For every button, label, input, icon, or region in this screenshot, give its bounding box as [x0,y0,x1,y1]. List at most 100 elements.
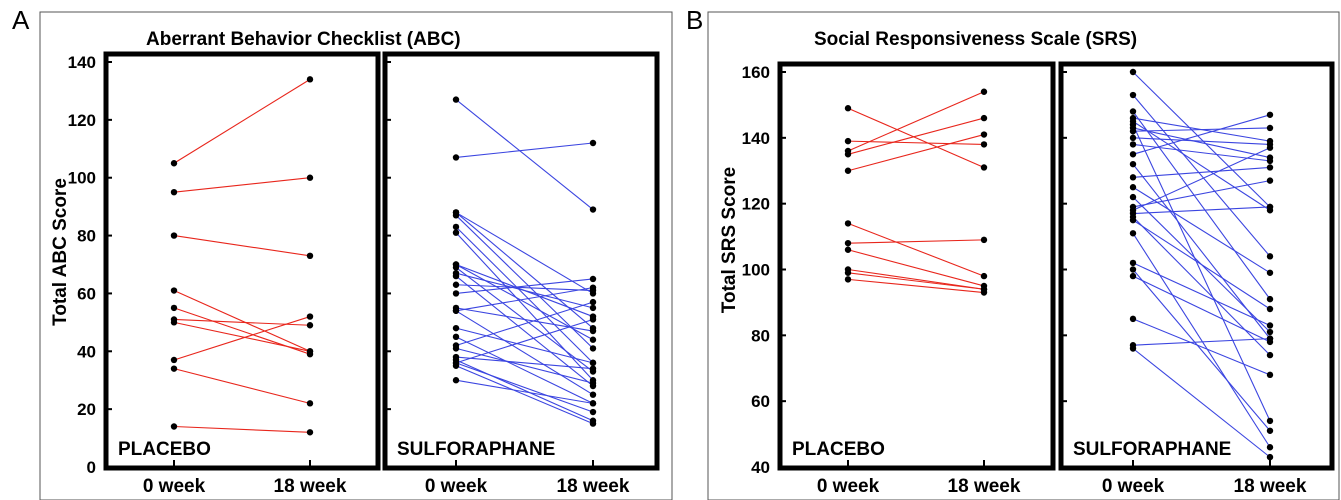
chart-a-group-1-point-start-12 [452,281,460,288]
chart-a-group-1-point-end-1 [589,139,597,147]
chart-b-group-1-point-end-10 [1266,111,1274,118]
chart-a-group-0-point-start-4 [170,304,178,312]
chart-a-title: Aberrant Behavior Checklist (ABC) [146,29,461,50]
chart-b-group-1-point-start-13 [1129,184,1137,191]
chart-b-group-1-line-15 [1132,180,1271,208]
chart-a-group-1-point-start-6 [452,229,460,236]
chart-a-group-1-line-19 [455,301,594,347]
chart-a-ylabel: Total ABC Score [50,178,71,326]
chart-a-group-1-line-18 [455,336,594,404]
chart-a-group-1-line-11 [455,275,594,387]
chart-a-group-0-point-end-9 [306,429,314,436]
chart-b-group-0-xlabel-0: 0 week [817,476,880,497]
chart-b-group-1-point-end-25 [1266,335,1274,342]
chart-b-ylabel: Total SRS Score [719,167,740,313]
chart-a-group-0-xlabel-0: 0 week [143,476,206,497]
panel-a: A Aberrant Behavior Checklist (ABC) Tota… [12,5,673,500]
chart-b-group-1-line-19 [1132,219,1271,310]
chart-a-ytick-label-7: 140 [68,53,96,72]
chart-b-group-0-point-end-0 [980,164,988,171]
chart-b-group-1-point-start-22 [1129,266,1137,273]
chart-a-group-1-point-end-10 [589,304,597,312]
chart-a-group-1-point-start-0 [452,96,460,103]
chart-b-group-0-point-start-7 [844,246,852,253]
chart-b-group-0-point-start-4 [844,167,852,174]
chart-a-group-0-point-end-6 [306,348,314,355]
chart-a-group-0-line-1 [173,177,311,193]
chart-a-ytick-label-2: 40 [77,342,96,361]
chart-b-group-1-point-start-12 [1129,174,1137,181]
chart-b-group-1-point-start-14 [1129,193,1137,201]
chart-a-group-0-point-start-8 [170,365,178,372]
chart-a-group-1-line-2 [455,211,594,294]
chart-a-group-1-line-17 [455,327,594,364]
chart-a-ytick-label-4: 80 [77,227,96,246]
chart-a-group-1-line-26 [455,379,594,404]
chart-b-group-1-line-18 [1132,216,1271,356]
chart-a-group-1-line-16 [455,310,594,396]
chart-a-group-0-point-end-8 [306,400,314,407]
chart-a-group-1-line-20 [455,347,594,384]
chart-b-group-1-frame [1058,61,1335,471]
chart-b-group-0-point-end-6 [980,236,988,244]
chart-a-group-1-line-15 [455,287,594,312]
chart-a-ytick-label-3: 60 [77,284,96,303]
chart-b-group-0-line-10 [847,278,985,294]
chart-a-group-1-xlabel-0: 0 week [425,476,488,497]
chart-b-group-1-point-start-7 [1129,128,1137,135]
chart-a-group-1-line-5 [455,226,594,364]
chart-b-group-0-point-start-3 [844,151,852,158]
chart-a-group-0-point-end-1 [306,174,314,181]
chart-b-group-1-point-end-14 [1266,328,1274,336]
panel-letter-a: A [12,5,30,35]
chart-b-group-0-point-end-3 [980,114,988,122]
chart-a-group-1-point-start-16 [452,307,460,314]
chart-b-group-0-line-4 [847,134,985,172]
chart-b-ytick-label-5: 140 [742,129,770,148]
chart-b-group-1-line-13 [1132,186,1271,274]
chart-b-group-1-point-start-8 [1129,134,1137,142]
chart-a-group-0-point-end-2 [306,252,314,260]
chart-a-group-1-line-21 [455,356,594,370]
chart-a-group-1-point-start-11 [452,272,460,280]
chart-b-group-1-line-22 [1132,269,1271,432]
chart-b-group-1-xlabel-1: 18 week [1234,476,1307,497]
chart-a-ytick-label-5: 100 [68,169,96,188]
chart-a-group-1-point-start-18 [452,333,460,341]
chart-a-group-1-point-end-4 [589,345,597,352]
chart-b-group-0-line-7 [847,249,985,287]
chart-a-ytick-label-1: 20 [77,400,96,419]
chart-b-group-0-xlabel-1: 18 week [948,476,1021,497]
chart-a-group-1-point-start-4 [452,212,460,219]
chart-a-group-1-point-end-23 [589,316,597,323]
chart-b-group-1-point-start-9 [1129,141,1137,148]
chart-b-group-1-line-21 [1132,262,1271,326]
chart-b-group-0-line-2 [847,91,985,152]
chart-a-group-0-point-start-0 [170,160,178,167]
chart-b-group-1-point-start-26 [1129,345,1137,352]
chart-b-group-1-point-end-12 [1266,164,1274,171]
chart-b-group-1-point-end-9 [1266,157,1274,165]
chart-b-group-1-point-end-5 [1266,417,1274,425]
chart-b-group-1-line-5 [1132,124,1271,422]
chart-b-ytick-label-4: 120 [742,195,770,214]
chart-b-group-1-point-end-20 [1266,444,1274,451]
chart-b-group-1-point-end-17 [1266,203,1274,211]
chart-b-ytick-label-2: 80 [751,326,770,345]
chart-a-group-1-line-6 [455,232,594,381]
chart-a-group-1-line-23 [455,318,594,364]
chart-a-group-1-line-12 [455,284,594,292]
chart-a-group-0-line-6 [173,321,311,352]
chart-b-group-0-point-start-5 [844,220,852,227]
chart-b-ytick-label-1: 60 [751,392,770,411]
chart-a-group-0-point-end-7 [306,313,314,320]
chart-b-group-1-point-start-10 [1129,151,1137,158]
chart-b-group-1-point-end-15 [1266,177,1274,184]
chart-b-group-0-line-9 [847,272,985,290]
chart-b-group-1-point-end-1 [1266,253,1274,260]
chart-b-group-0-point-start-9 [844,269,852,276]
chart-b-group-1-point-start-24 [1129,315,1137,323]
chart-a-group-1-line-22 [455,359,594,422]
chart-a-group-1-point-end-20 [589,379,597,387]
